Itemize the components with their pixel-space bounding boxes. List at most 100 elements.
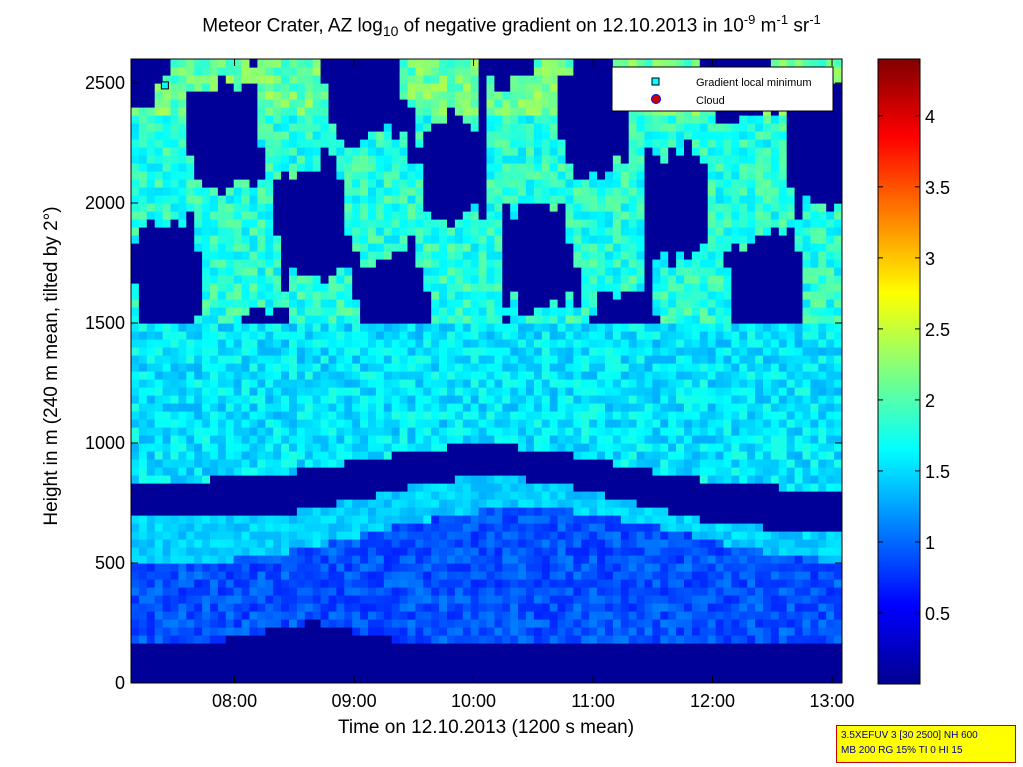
heatmap-cell <box>407 155 416 164</box>
heatmap-cell <box>454 587 464 596</box>
heatmap-cell <box>352 283 361 292</box>
heatmap-cell <box>360 595 369 604</box>
heatmap-cell <box>344 427 353 436</box>
heatmap-cell <box>241 595 251 604</box>
heatmap-cell <box>407 67 416 76</box>
heatmap-cell <box>217 379 227 388</box>
heatmap-cell <box>573 595 582 604</box>
heatmap-cell <box>470 387 480 396</box>
heatmap-cell <box>154 283 164 292</box>
heatmap-cell <box>186 123 195 132</box>
heatmap-cell <box>486 115 495 124</box>
heatmap-cell <box>399 475 409 484</box>
heatmap-cell <box>233 139 243 148</box>
heatmap-cell <box>597 75 606 84</box>
heatmap-cell <box>146 203 156 212</box>
heatmap-cell <box>431 667 440 676</box>
heatmap-cell <box>289 227 298 236</box>
heatmap-cell <box>352 259 361 268</box>
heatmap-cell <box>257 459 266 468</box>
heatmap-cell <box>423 451 432 460</box>
heatmap-cell <box>454 123 464 132</box>
heatmap-cell <box>541 411 551 420</box>
heatmap-cell <box>391 507 401 516</box>
heatmap-cell <box>154 91 164 100</box>
heatmap-cell <box>194 147 203 156</box>
heatmap-cell <box>210 107 219 116</box>
heatmap-cell <box>304 315 314 324</box>
heatmap-cell <box>131 67 140 76</box>
heatmap-cell <box>210 227 219 236</box>
heatmap-cell <box>296 107 306 116</box>
heatmap-cell <box>391 491 401 500</box>
heatmap-cell <box>233 427 243 436</box>
heatmap-cell <box>138 91 148 100</box>
heatmap-cell <box>549 195 559 204</box>
heatmap-cell <box>217 507 227 516</box>
heatmap-cell <box>565 315 574 324</box>
heatmap-cell <box>620 371 630 380</box>
heatmap-cell <box>273 387 282 396</box>
heatmap-cell <box>328 371 337 380</box>
heatmap-cell <box>541 387 551 396</box>
heatmap-cell <box>526 275 535 284</box>
heatmap-cell <box>510 451 519 460</box>
heatmap-cell <box>502 579 511 588</box>
heatmap-cell <box>170 483 179 492</box>
heatmap-cell <box>265 491 274 500</box>
heatmap-cell <box>296 379 306 388</box>
heatmap-cell <box>131 675 140 683</box>
heatmap-cell <box>510 211 519 220</box>
heatmap-cell <box>320 515 330 524</box>
heatmap-cell <box>131 179 140 188</box>
heatmap-cell <box>368 419 377 428</box>
heatmap-cell <box>620 515 630 524</box>
heatmap-cell <box>605 347 614 356</box>
heatmap-cell <box>360 195 369 204</box>
heatmap-cell <box>344 139 353 148</box>
heatmap-cell <box>565 267 574 276</box>
heatmap-cell <box>336 627 345 636</box>
heatmap-cell <box>415 83 424 92</box>
heatmap-cell <box>202 139 211 148</box>
heatmap-cell <box>138 259 148 268</box>
heatmap-cell <box>304 139 314 148</box>
heatmap-cell <box>431 515 440 524</box>
heatmap-cell <box>257 139 266 148</box>
heatmap-cell <box>360 451 369 460</box>
heatmap-cell <box>241 403 251 412</box>
heatmap-cell <box>210 299 219 308</box>
heatmap-cell <box>336 675 345 683</box>
heatmap-cell <box>257 499 266 508</box>
heatmap-cell <box>628 675 638 683</box>
heatmap-cell <box>557 171 567 180</box>
heatmap-cell <box>549 635 559 644</box>
heatmap-cell <box>620 659 630 668</box>
heatmap-cell <box>138 283 148 292</box>
heatmap-cell <box>605 59 614 68</box>
heatmap-cell <box>225 203 235 212</box>
heatmap-cell <box>146 563 156 572</box>
heatmap-cell <box>225 515 235 524</box>
heatmap-cell <box>597 603 606 612</box>
heatmap-cell <box>312 251 322 260</box>
heatmap-cell <box>439 107 448 116</box>
heatmap-cell <box>526 539 535 548</box>
heatmap-cell <box>589 171 598 180</box>
heatmap-cell <box>194 587 203 596</box>
heatmap-cell <box>344 163 353 172</box>
heatmap-cell <box>296 59 306 68</box>
heatmap-cell <box>518 131 527 140</box>
heatmap-cell <box>225 347 235 356</box>
heatmap-cell <box>541 163 551 172</box>
heatmap-cell <box>186 251 195 260</box>
heatmap-cell <box>146 243 156 252</box>
heatmap-cell <box>415 227 424 236</box>
heatmap-cell <box>146 411 156 420</box>
heatmap-cell <box>336 187 345 196</box>
heatmap-cell <box>454 467 464 476</box>
heatmap-cell <box>470 611 480 620</box>
heatmap-cell <box>605 171 614 180</box>
heatmap-cell <box>454 419 464 428</box>
heatmap-cell <box>454 203 464 212</box>
